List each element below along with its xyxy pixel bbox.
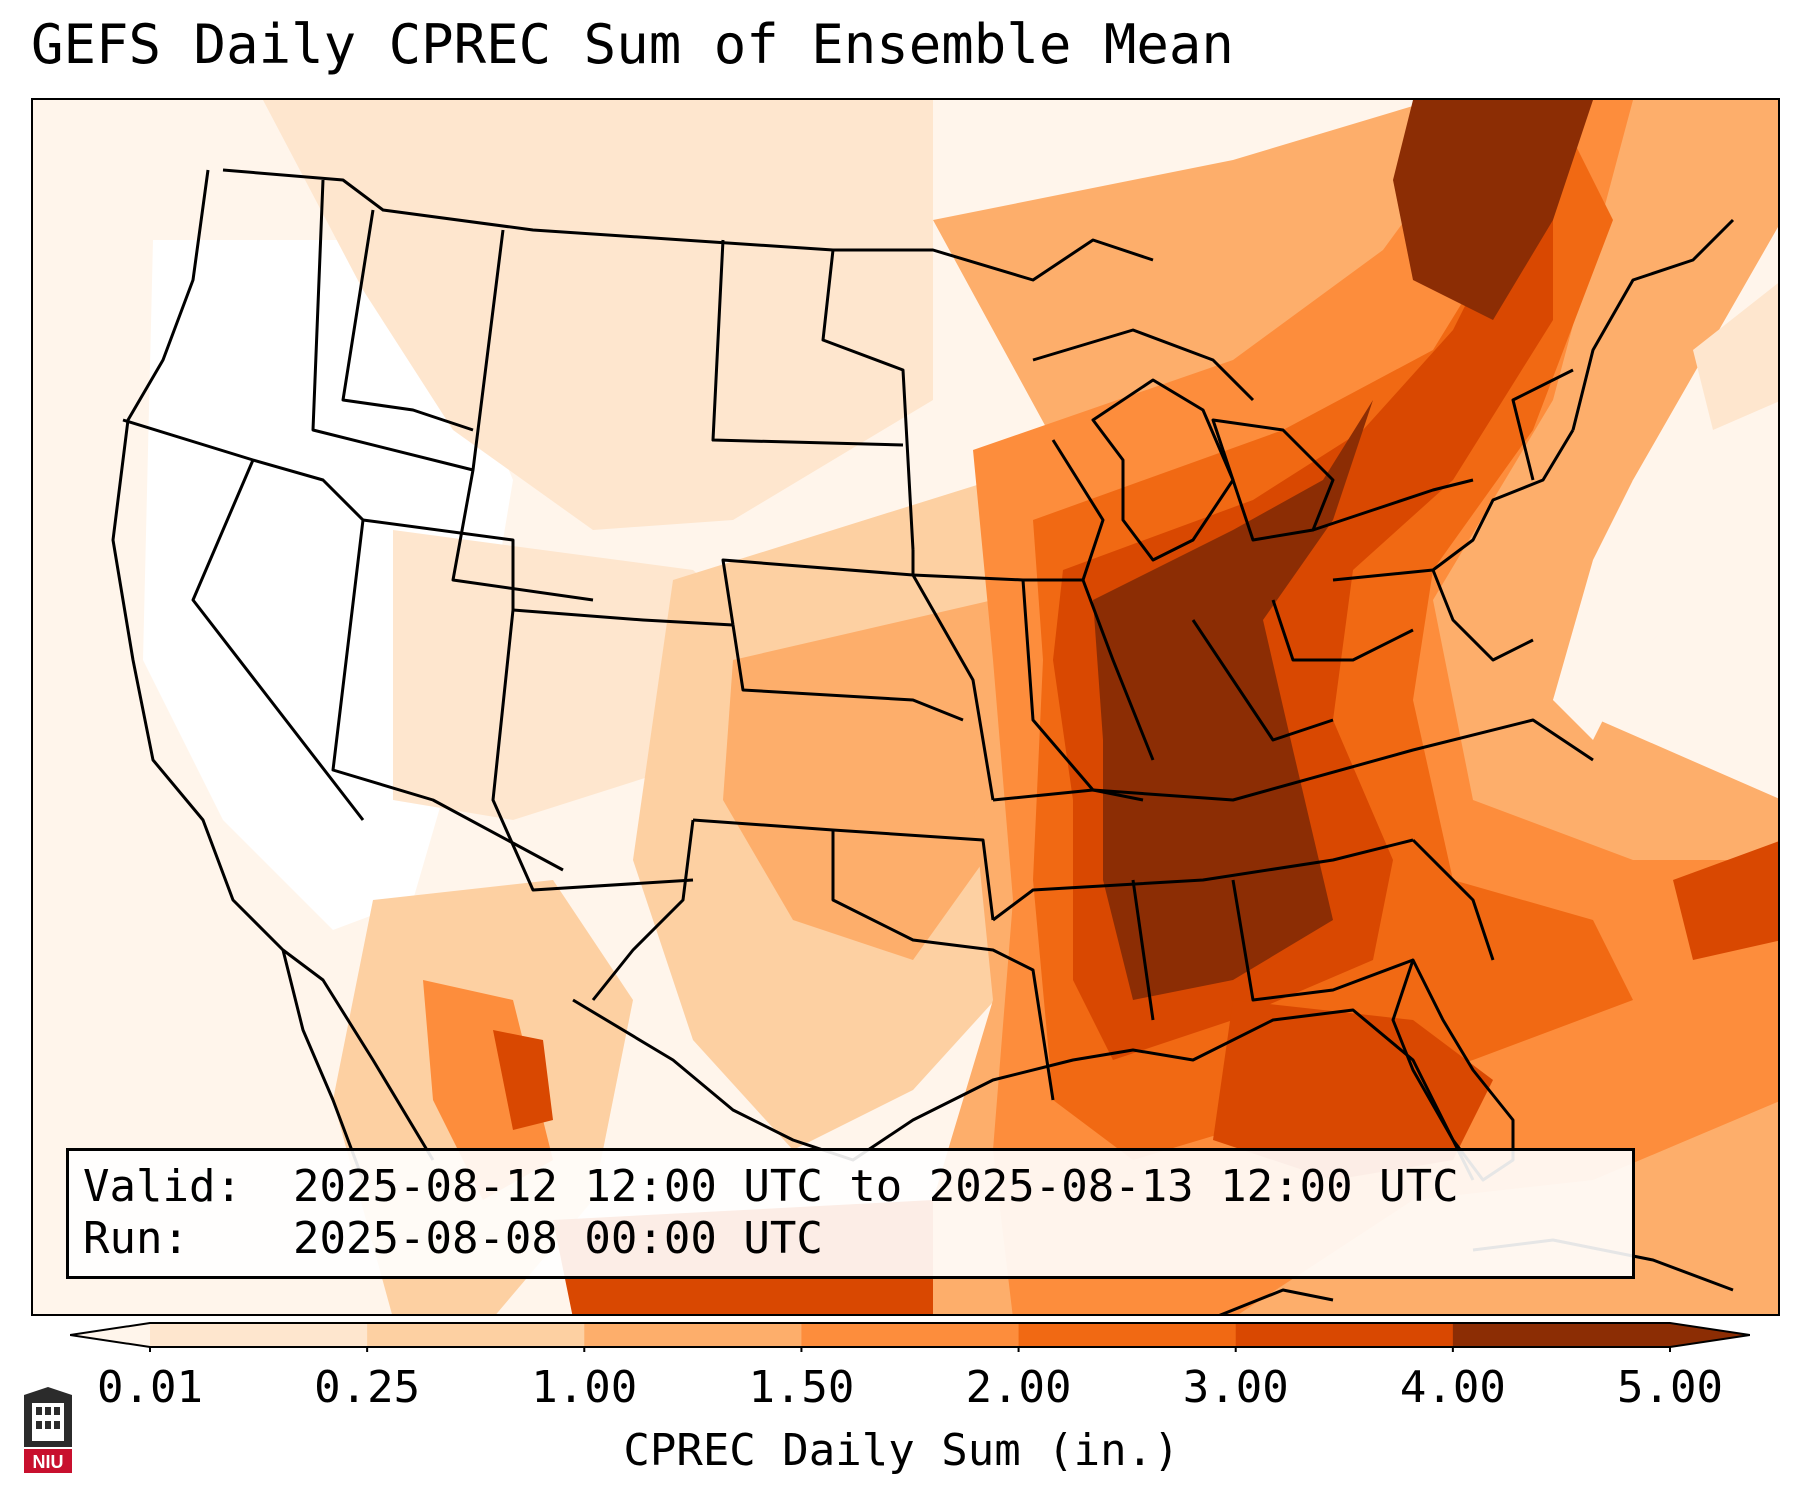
- colorbar-segment: [1235, 1323, 1454, 1347]
- colorbar: [70, 1322, 1750, 1352]
- colorbar-tick-label: 0.25: [314, 1362, 421, 1413]
- colorbar-segment: [1452, 1323, 1671, 1347]
- state-borders: [111, 168, 1735, 1314]
- colorbar-extend-high: [1670, 1323, 1750, 1347]
- logo-text: NIU: [33, 1452, 64, 1472]
- colorbar-tick-label: 3.00: [1182, 1362, 1289, 1413]
- colorbar-segment: [1018, 1323, 1237, 1347]
- precip-field: [33, 100, 1778, 1314]
- colorbar-tick-label: 0.01: [97, 1362, 203, 1413]
- valid-label: Valid:: [83, 1161, 242, 1212]
- precip-map: [31, 98, 1780, 1316]
- colorbar-tick-label: 1.00: [531, 1362, 638, 1413]
- page-title: GEFS Daily CPREC Sum of Ensemble Mean: [31, 13, 1234, 76]
- colorbar-segment: [801, 1323, 1020, 1347]
- valid-value: 2025-08-12 12:00 UTC to 2025-08-13 12:00…: [293, 1161, 1459, 1212]
- colorbar-extend-low: [70, 1323, 150, 1347]
- colorbar-segment: [150, 1323, 368, 1347]
- colorbar-label: CPREC Daily Sum (in.): [623, 1425, 1180, 1476]
- colorbar-tick-label: 5.00: [1617, 1362, 1723, 1413]
- colorbar-tick-label: 1.50: [748, 1362, 855, 1413]
- valid-run-info: Valid: 2025-08-12 12:00 UTC to 2025-08-13…: [66, 1148, 1635, 1279]
- colorbar-segment: [367, 1323, 585, 1347]
- colorbar-tick-label: 2.00: [965, 1362, 1072, 1413]
- niu-logo: NIU: [20, 1385, 76, 1481]
- run-label: Run:: [83, 1213, 189, 1264]
- colorbar-tick-label: 4.00: [1399, 1362, 1506, 1413]
- run-value: 2025-08-08 00:00 UTC: [293, 1213, 823, 1264]
- colorbar-segment: [584, 1323, 802, 1347]
